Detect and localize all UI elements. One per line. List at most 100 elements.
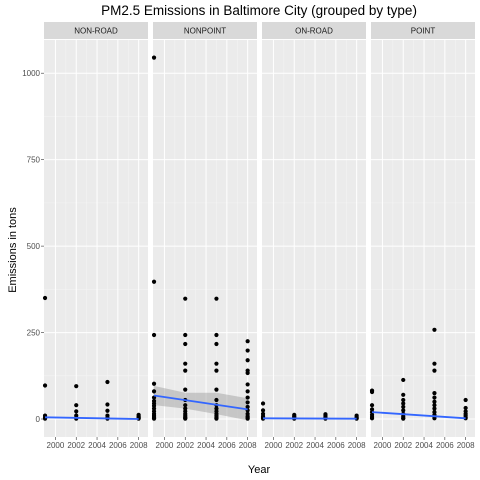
data-point — [183, 296, 188, 301]
data-point — [105, 379, 110, 385]
x-tick-label: 2000 — [47, 441, 65, 450]
y-tick-label: 750 — [27, 156, 41, 165]
data-point — [214, 332, 219, 338]
facet-on-road: ON-ROAD 2000 2002 2004 2006 2008 — [260, 22, 366, 450]
data-point — [260, 408, 266, 413]
data-point — [183, 361, 188, 366]
x-tick-label: 2008 — [130, 441, 148, 450]
data-point — [369, 389, 375, 395]
data-point — [183, 416, 188, 421]
x-tick-label: 2002 — [176, 441, 194, 450]
data-point — [74, 409, 79, 414]
data-point — [74, 384, 79, 389]
data-point — [183, 341, 188, 347]
y-axis: 0 250 500 750 1000 — [22, 69, 44, 424]
data-point — [401, 408, 406, 413]
facet-strip — [44, 22, 148, 39]
y-tick-label: 0 — [36, 415, 41, 424]
data-point — [463, 405, 468, 411]
data-point — [260, 401, 266, 406]
trend-line — [45, 416, 139, 420]
data-point — [432, 390, 437, 396]
data-point — [432, 327, 437, 332]
data-point — [74, 403, 79, 408]
data-point — [214, 416, 219, 421]
data-point — [432, 361, 437, 366]
data-point — [432, 406, 437, 411]
facet-panel — [44, 40, 148, 437]
data-point — [245, 348, 250, 353]
x-axis-title: Year — [248, 464, 271, 476]
data-point — [151, 332, 157, 338]
trend-line — [371, 411, 466, 420]
data-point — [151, 416, 157, 421]
data-point — [245, 395, 250, 400]
y-tick-label: 1000 — [22, 69, 40, 78]
data-point — [105, 408, 110, 413]
x-tick-label: 2002 — [394, 441, 412, 450]
data-point — [245, 382, 250, 387]
data-point — [245, 358, 250, 363]
x-tick-label: 2004 — [306, 441, 324, 450]
facet-non-road: NON-ROAD 2000 2002 2004 2006 2008 — [42, 22, 148, 450]
x-tick-label: 2000 — [374, 441, 392, 450]
facet-panel — [262, 40, 366, 437]
data-point — [401, 401, 406, 406]
data-point — [214, 368, 219, 373]
data-point — [369, 416, 375, 421]
data-point — [214, 341, 219, 347]
data-point — [151, 55, 157, 60]
data-point — [42, 295, 48, 301]
x-tick-label: 2004 — [197, 441, 215, 450]
facet-strip-label: NONPOINT — [184, 27, 226, 36]
facet-strip — [262, 22, 366, 39]
facet-strip-label: ON-ROAD — [295, 27, 333, 36]
data-point — [245, 389, 250, 394]
facet-strip-label: NON-ROAD — [74, 27, 118, 36]
facet-point: POINT 2000 2002 2004 2006 2008 — [369, 22, 475, 450]
x-tick-label: 2008 — [239, 441, 257, 450]
x-tick-label: 2004 — [88, 441, 106, 450]
data-point — [432, 399, 437, 404]
x-tick-label: 2008 — [348, 441, 366, 450]
data-point — [463, 397, 468, 403]
data-point — [42, 383, 48, 388]
data-point — [245, 416, 250, 421]
data-point — [245, 400, 250, 405]
data-point — [401, 416, 406, 421]
data-point — [432, 416, 437, 421]
x-tick-label: 2000 — [156, 441, 174, 450]
x-tick-label: 2006 — [109, 441, 127, 450]
data-point — [183, 332, 188, 338]
x-tick-label: 2004 — [415, 441, 433, 450]
x-tick-label: 2002 — [67, 441, 85, 450]
data-point — [151, 279, 157, 284]
data-point — [183, 387, 188, 392]
data-point — [245, 370, 250, 376]
data-point — [432, 395, 437, 400]
data-point — [105, 402, 110, 407]
x-tick-label: 2006 — [327, 441, 345, 450]
data-point — [183, 368, 188, 373]
x-tick-label: 2006 — [436, 441, 454, 450]
data-point — [369, 403, 375, 408]
data-point — [401, 392, 406, 397]
y-axis-title: Emissions in tons — [7, 207, 19, 293]
data-point — [151, 389, 157, 394]
chart-title: PM2.5 Emissions in Baltimore City (group… — [101, 3, 417, 18]
facet-nonpoint: NONPOINT 2000 2002 2004 2006 2008 — [151, 22, 257, 450]
data-point — [214, 361, 219, 366]
facet-panel — [153, 40, 257, 437]
data-point — [401, 397, 406, 403]
facet-strip-label: POINT — [411, 27, 436, 36]
data-point — [214, 387, 219, 392]
data-point — [183, 403, 188, 408]
data-point — [245, 339, 250, 344]
y-tick-label: 500 — [27, 242, 41, 251]
facet-panel — [371, 40, 475, 437]
data-point — [245, 404, 250, 410]
x-tick-label: 2006 — [218, 441, 236, 450]
data-point — [432, 403, 437, 408]
